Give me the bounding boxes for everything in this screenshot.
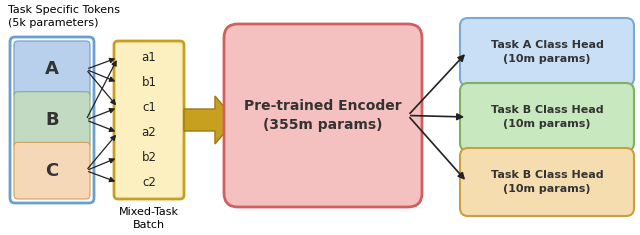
Polygon shape <box>184 96 235 144</box>
Text: B: B <box>45 111 59 129</box>
FancyBboxPatch shape <box>460 83 634 151</box>
Text: c1: c1 <box>142 101 156 114</box>
Text: c2: c2 <box>142 176 156 189</box>
FancyBboxPatch shape <box>114 41 184 199</box>
Text: A: A <box>45 60 59 78</box>
Text: a1: a1 <box>141 51 156 64</box>
Text: Task B Class Head
(10m params): Task B Class Head (10m params) <box>491 106 604 129</box>
FancyBboxPatch shape <box>460 148 634 216</box>
Text: Task B Class Head
(10m params): Task B Class Head (10m params) <box>491 170 604 194</box>
Text: Task A Class Head
(10m params): Task A Class Head (10m params) <box>491 40 604 64</box>
FancyBboxPatch shape <box>14 41 90 98</box>
Text: Task Specific Tokens
(5k parameters): Task Specific Tokens (5k parameters) <box>8 5 120 28</box>
FancyBboxPatch shape <box>460 18 634 86</box>
FancyBboxPatch shape <box>14 92 90 148</box>
Text: Pre-trained Encoder
(355m params): Pre-trained Encoder (355m params) <box>244 99 402 132</box>
FancyBboxPatch shape <box>224 24 422 207</box>
Text: b1: b1 <box>141 76 157 89</box>
Text: Mixed-Task
Batch: Mixed-Task Batch <box>119 207 179 230</box>
Text: a2: a2 <box>141 126 156 139</box>
Text: b2: b2 <box>141 151 157 164</box>
FancyBboxPatch shape <box>14 142 90 199</box>
Text: C: C <box>45 162 59 180</box>
